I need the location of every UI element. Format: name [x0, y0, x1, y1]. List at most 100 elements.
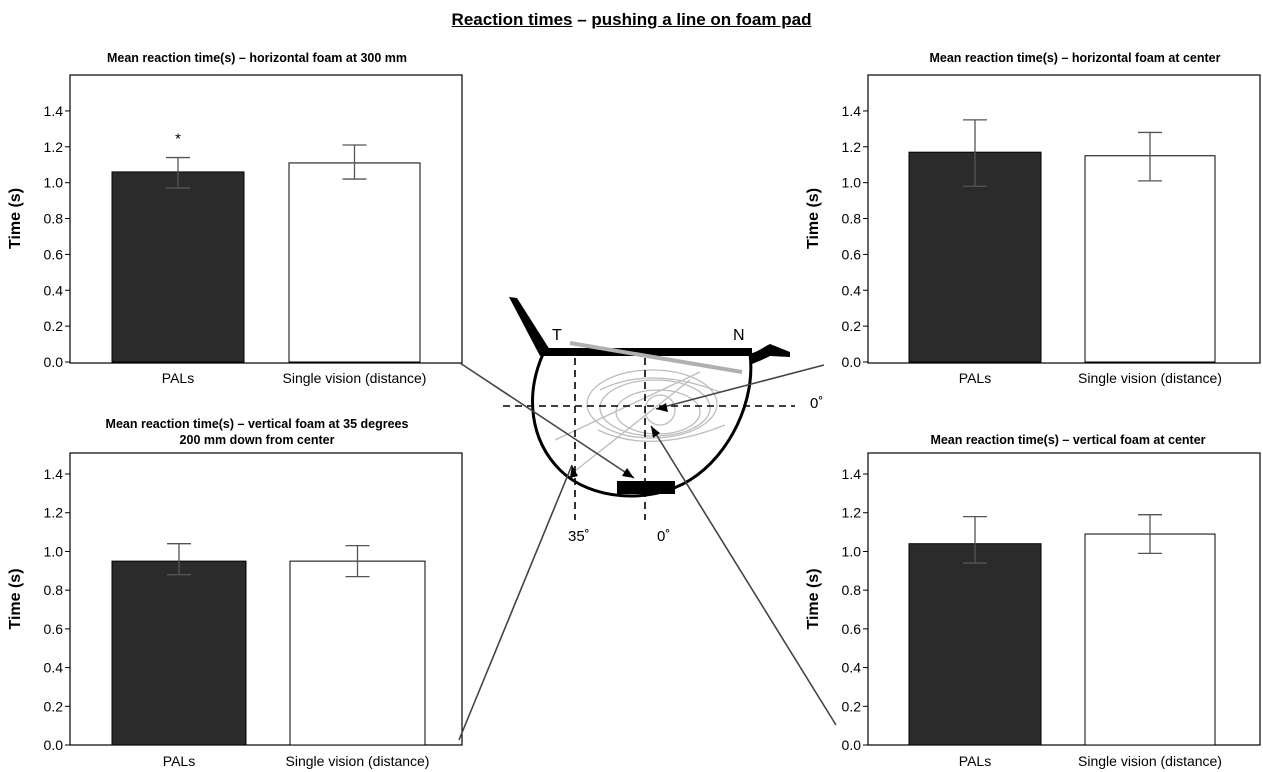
chart-subtitle: 200 mm down from center — [180, 433, 335, 447]
bar-0 — [111, 560, 247, 746]
y-tick-label: 0.8 — [44, 211, 64, 227]
y-tick-label: 1.4 — [842, 103, 862, 119]
error-bar-0 — [167, 543, 191, 576]
x-tick-label: Single vision (distance) — [283, 370, 427, 386]
bar-1 — [1084, 533, 1216, 746]
bar-1 — [288, 162, 421, 363]
chart-ylabel: Time (s) — [805, 568, 822, 629]
figure-title-part2: pushing a line on foam pad — [591, 10, 812, 29]
chart-ylabel: Time (s) — [805, 188, 822, 249]
x-tick-label: Single vision (distance) — [1078, 753, 1222, 769]
significance-marker: * — [175, 131, 181, 148]
y-tick-label: 0.0 — [44, 354, 64, 370]
chart-title: Mean reaction time(s) – vertical foam at… — [930, 433, 1205, 447]
arrowhead-bottom-right — [651, 426, 660, 438]
y-tick-label: 0.6 — [842, 621, 862, 637]
x-tick-label: PALs — [163, 753, 195, 769]
y-tick-label: 0.8 — [842, 582, 862, 598]
bar-1 — [1084, 155, 1216, 363]
y-tick-label: 0.6 — [842, 246, 862, 262]
arrowhead-top-left — [622, 468, 634, 478]
y-tick-label: 0.4 — [44, 282, 64, 298]
arrowhead-top-right — [656, 403, 668, 412]
y-tick-label: 0.6 — [44, 246, 64, 262]
y-tick-label: 1.2 — [44, 139, 64, 155]
y-tick-label: 1.0 — [44, 175, 64, 191]
x-tick-label: Single vision (distance) — [286, 753, 430, 769]
y-tick-label: 0.4 — [842, 282, 862, 298]
error-bar-0 — [963, 119, 987, 187]
chart-ylabel: Time (s) — [7, 188, 24, 249]
chart-title: Mean reaction time(s) – horizontal foam … — [107, 51, 407, 65]
bar-0 — [908, 543, 1042, 746]
chart-0: Mean reaction time(s) – horizontal foam … — [7, 51, 463, 386]
y-tick-label: 1.4 — [842, 466, 862, 482]
lens-outline — [531, 352, 753, 498]
y-tick-label: 0.4 — [44, 660, 64, 676]
connector-bottom-left — [458, 464, 573, 741]
chart-ylabel: Time (s) — [7, 568, 24, 629]
chart-title: Mean reaction time(s) – vertical foam at… — [106, 417, 409, 431]
arrowhead-bottom-left — [570, 465, 578, 478]
figure-title-separator: – — [572, 10, 592, 29]
y-tick-label: 0.0 — [842, 737, 862, 753]
figure-title: Reaction times – pushing a line on foam … — [0, 10, 1263, 30]
figure-title-part1: Reaction times — [451, 10, 573, 29]
connector-lines — [458, 362, 837, 741]
label-0-vertical: 0˚ — [657, 528, 670, 545]
chart-3: Mean reaction time(s) – vertical foam at… — [805, 433, 1261, 769]
y-tick-label: 0.2 — [842, 698, 862, 714]
y-tick-label: 0.4 — [842, 660, 862, 676]
chart-frame — [867, 452, 1261, 746]
y-tick-label: 0.6 — [44, 621, 64, 637]
chart-frame — [69, 452, 463, 746]
error-bar-1 — [1138, 514, 1162, 555]
right-temple — [749, 344, 790, 364]
left-temple — [509, 297, 550, 356]
bar-0 — [111, 171, 245, 363]
x-tick-label: PALs — [959, 753, 991, 769]
y-tick-label: 1.4 — [44, 466, 64, 482]
y-tick-label: 0.8 — [842, 211, 862, 227]
y-tick-label: 0.0 — [842, 354, 862, 370]
bar-1 — [289, 560, 426, 746]
connector-bottom-right — [650, 425, 837, 726]
frame-top-bar — [542, 348, 752, 356]
x-tick-label: Single vision (distance) — [1078, 370, 1222, 386]
chart-title: Mean reaction time(s) – horizontal foam … — [929, 51, 1220, 65]
label-t: T — [552, 327, 562, 344]
y-tick-label: 0.2 — [44, 318, 64, 334]
chart-1: Mean reaction time(s) – horizontal foam … — [805, 51, 1261, 386]
error-bar-0 — [166, 156, 190, 189]
y-tick-label: 0.8 — [44, 582, 64, 598]
y-tick-label: 0.2 — [842, 318, 862, 334]
lens-diagram: T N 0˚ 35˚ 0˚ — [503, 297, 823, 545]
connector-arrowheads — [570, 403, 668, 478]
y-tick-label: 1.2 — [842, 505, 862, 521]
y-tick-label: 0.2 — [44, 698, 64, 714]
bar-0 — [908, 151, 1042, 363]
label-35: 35˚ — [568, 528, 590, 545]
y-tick-label: 1.2 — [44, 505, 64, 521]
gray-stripe — [569, 341, 743, 374]
near-segment — [617, 481, 675, 494]
x-tick-label: PALs — [162, 370, 194, 386]
y-tick-label: 1.2 — [842, 139, 862, 155]
y-tick-label: 1.0 — [44, 543, 64, 559]
charts-layer: Mean reaction time(s) – horizontal foam … — [7, 51, 1261, 769]
y-tick-label: 1.0 — [842, 175, 862, 191]
chart-2: Mean reaction time(s) – vertical foam at… — [7, 417, 463, 769]
x-tick-label: PALs — [959, 370, 991, 386]
error-bar-1 — [342, 144, 367, 180]
error-bar-0 — [963, 515, 987, 564]
connector-top-right — [655, 364, 825, 410]
label-n: N — [733, 327, 745, 344]
error-bar-1 — [345, 544, 370, 578]
y-tick-label: 1.4 — [44, 103, 64, 119]
label-0-horizontal: 0˚ — [810, 395, 823, 412]
error-bar-1 — [1138, 131, 1162, 182]
y-tick-label: 0.0 — [44, 737, 64, 753]
y-tick-label: 1.0 — [842, 543, 862, 559]
connector-top-left — [459, 362, 635, 479]
